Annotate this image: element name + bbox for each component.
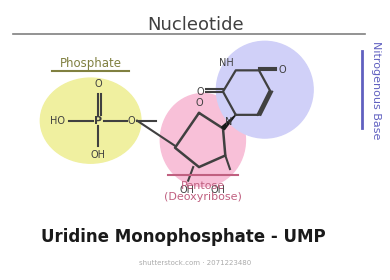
Text: P: P (94, 116, 103, 126)
Text: HO: HO (50, 116, 66, 126)
Text: OH: OH (211, 185, 226, 195)
Ellipse shape (216, 41, 313, 138)
Ellipse shape (40, 78, 141, 163)
Text: shutterstock.com · 2071223480: shutterstock.com · 2071223480 (139, 260, 251, 266)
Text: N: N (225, 117, 233, 127)
Text: NH: NH (219, 59, 234, 68)
Text: O: O (196, 87, 204, 97)
Text: Pentose
(Deoxyribose): Pentose (Deoxyribose) (164, 181, 242, 202)
Text: Phosphate: Phosphate (60, 57, 122, 70)
Text: O: O (128, 116, 135, 126)
Text: OH: OH (91, 150, 106, 160)
Polygon shape (222, 115, 236, 130)
Text: O: O (94, 79, 102, 89)
Text: Nitrogenous Base: Nitrogenous Base (371, 41, 381, 139)
Text: O: O (195, 98, 203, 108)
Text: O: O (278, 65, 286, 75)
Text: OH: OH (180, 185, 195, 195)
Text: Uridine Monophosphate - UMP: Uridine Monophosphate - UMP (41, 228, 326, 246)
Text: Nucleotide: Nucleotide (147, 16, 243, 34)
Ellipse shape (160, 94, 245, 186)
